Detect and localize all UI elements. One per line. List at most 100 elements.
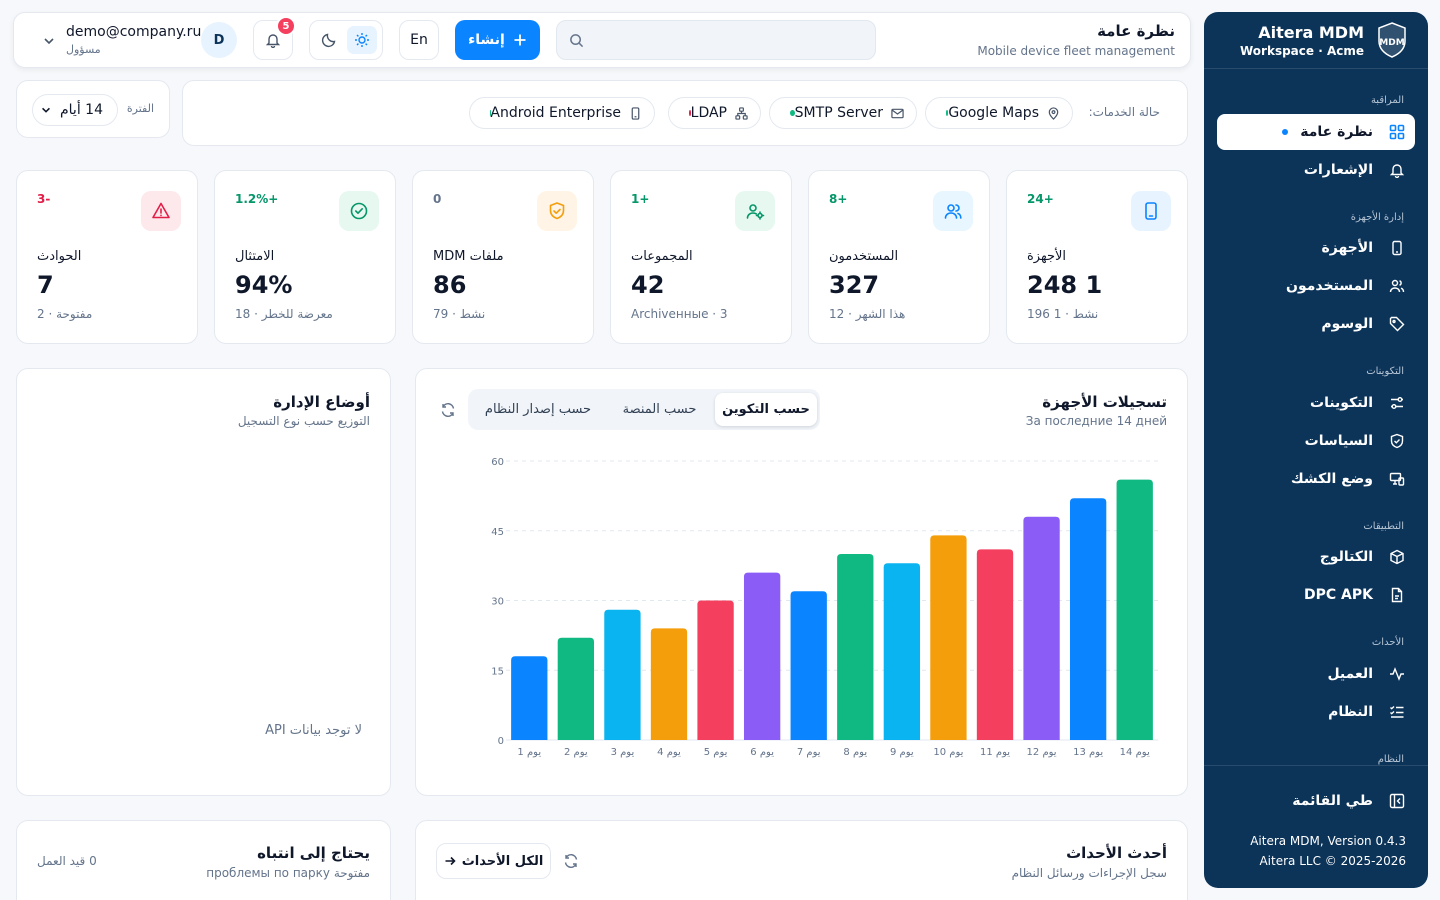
group-settings-icon (735, 191, 775, 231)
needs-attention-card (16, 820, 391, 900)
status-dot (689, 110, 691, 116)
sidebar-item-kiosk[interactable]: وضع الكشك (1217, 461, 1415, 497)
stat-label: الأجهزة (1027, 249, 1067, 264)
stat-label: المستخدمون (829, 249, 899, 264)
chart-bar (790, 591, 827, 740)
period-select[interactable]: 14 أيام (32, 94, 118, 126)
stat-delta: 0 (433, 192, 442, 206)
tab-by-platform[interactable]: حسب المنصة (622, 402, 697, 417)
sidebar-item-policies[interactable]: السياسات (1217, 423, 1415, 459)
sidebar-item-notifications[interactable]: الإشعارات (1217, 152, 1415, 188)
tab-by-configuration[interactable]: حسب التكوين (715, 393, 817, 426)
x-tick-label: يوم 3 (611, 747, 635, 758)
stat-subtext: 196 1 · نشط (1027, 307, 1099, 321)
chart-bar (837, 554, 874, 740)
all-events-label: الكل الأحداث (461, 853, 544, 869)
y-tick-label: 45 (491, 527, 504, 538)
chart-bar (697, 600, 734, 740)
create-button[interactable]: إنشاء (455, 20, 540, 60)
y-tick-label: 30 (491, 597, 504, 608)
service-chip-smtp[interactable]: SMTP Server (769, 97, 917, 129)
service-name: Google Maps (948, 105, 1039, 121)
sidebar-item-client[interactable]: العميل (1217, 656, 1415, 692)
refresh-icon[interactable] (440, 402, 456, 418)
chevron-down-icon (40, 104, 52, 116)
avatar[interactable]: D (201, 22, 237, 58)
mail-icon (891, 107, 904, 120)
sidebar-item-system[interactable]: النظام (1217, 694, 1415, 730)
sidebar-item-dpc-apk[interactable]: DPC APK (1217, 577, 1415, 613)
x-tick-label: يوم 1 (517, 747, 541, 758)
all-events-button[interactable]: الكل الأحداث (436, 843, 551, 879)
status-dot (946, 110, 949, 116)
chart-bar (743, 572, 781, 740)
phone-icon (629, 106, 642, 120)
chevron-down-icon[interactable] (42, 34, 56, 48)
stat-card[interactable]: 1+ المجموعات 42 Archivенные · 3 (610, 170, 792, 344)
shield-check-icon (1387, 431, 1407, 451)
sliders-icon (1387, 393, 1407, 413)
stat-card[interactable]: 3- الحوادث 7 2 · مفتوحة (16, 170, 198, 344)
svg-text:MDM: MDM (1379, 38, 1404, 48)
chart-bar (1116, 479, 1153, 740)
section-monitoring: المراقبة (1370, 95, 1404, 106)
stat-card[interactable]: 0 MDM ملفات 86 79 · نشط (412, 170, 594, 344)
tag-icon (1387, 314, 1407, 334)
section-events: الأحداث (1371, 637, 1404, 648)
sidebar-item-tags[interactable]: الوسوم (1217, 306, 1415, 342)
stat-value: 94% (235, 271, 293, 299)
sidebar-item-label: التكوينات (1310, 395, 1373, 411)
notifications-button[interactable] (253, 20, 293, 60)
search-input[interactable] (556, 20, 876, 60)
sidebar-item-devices[interactable]: الأجهزة (1217, 230, 1415, 266)
chart-bar (1023, 516, 1060, 740)
sidebar: MDM Aitera MDM Workspace · Acme المراقبة… (1204, 12, 1428, 888)
stat-value: 42 (631, 271, 665, 299)
refresh-icon[interactable] (563, 853, 579, 869)
x-tick-label: يوم 4 (657, 747, 681, 758)
network-icon (735, 106, 748, 120)
service-chip-android-enterprise[interactable]: Android Enterprise (469, 97, 655, 129)
map-pin-icon (1047, 106, 1060, 120)
sidebar-item-overview[interactable]: نظرة عامة (1217, 114, 1415, 150)
services-label: حالة الخدمات: (1088, 105, 1160, 119)
sidebar-item-catalog[interactable]: الكتالوج (1217, 539, 1415, 575)
service-name: SMTP Server (794, 105, 883, 121)
y-tick-label: 15 (491, 666, 504, 677)
section-configurations: التكوينات (1366, 366, 1404, 377)
sidebar-item-users[interactable]: المستخدمون (1217, 268, 1415, 304)
create-label: إنشاء (468, 32, 505, 48)
user-email[interactable]: demo@company.ru (66, 24, 202, 40)
service-chip-ldap[interactable]: LDAP (668, 97, 761, 129)
tab-by-os-version[interactable]: حسب إصدار النظام (484, 402, 592, 417)
sidebar-collapse-icon (1387, 791, 1407, 811)
period-value: 14 أيام (60, 102, 103, 118)
x-tick-label: يوم 5 (704, 747, 728, 758)
chart-bar (883, 563, 921, 740)
stat-card[interactable]: 1.2%+ الامتثال 94% 18 · معرضة للخطر (214, 170, 396, 344)
sidebar-item-label: المستخدمون (1286, 278, 1373, 294)
stat-label: MDM ملفات (433, 249, 504, 264)
stat-card[interactable]: 24+ الأجهزة 248 1 196 1 · نشط (1006, 170, 1188, 344)
users-icon (933, 191, 973, 231)
stat-value: 86 (433, 271, 467, 299)
chart-bar (557, 637, 595, 740)
management-modes-title: أوضاع الإدارة (273, 393, 370, 411)
language-button[interactable]: En (399, 20, 439, 60)
y-tick-label: 60 (491, 457, 504, 468)
sun-icon[interactable] (347, 26, 377, 54)
sidebar-item-label: العميل (1327, 666, 1373, 682)
stat-card[interactable]: 8+ المستخدمون 327 12 · هذا الشهر (808, 170, 990, 344)
sidebar-item-configurations[interactable]: التكوينات (1217, 385, 1415, 421)
service-chip-google-maps[interactable]: Google Maps (925, 97, 1073, 129)
management-modes-card (16, 368, 391, 796)
collapse-menu-button[interactable]: طي القائمة (1217, 783, 1415, 819)
enrollments-bar-chart: 0 15 30 45 60 يوم 1 يوم 2 يوم 3 يوم 4 يوم 5 يوم 6 ي… (491, 457, 1158, 758)
theme-toggle[interactable] (309, 20, 383, 60)
sidebar-header: MDM Aitera MDM Workspace · Acme (1204, 12, 1428, 69)
moon-icon[interactable] (321, 32, 337, 48)
x-tick-label: يوم 2 (564, 747, 588, 758)
plus-icon (513, 33, 527, 47)
stat-delta: 3- (37, 192, 51, 206)
stat-delta: 8+ (829, 192, 848, 206)
